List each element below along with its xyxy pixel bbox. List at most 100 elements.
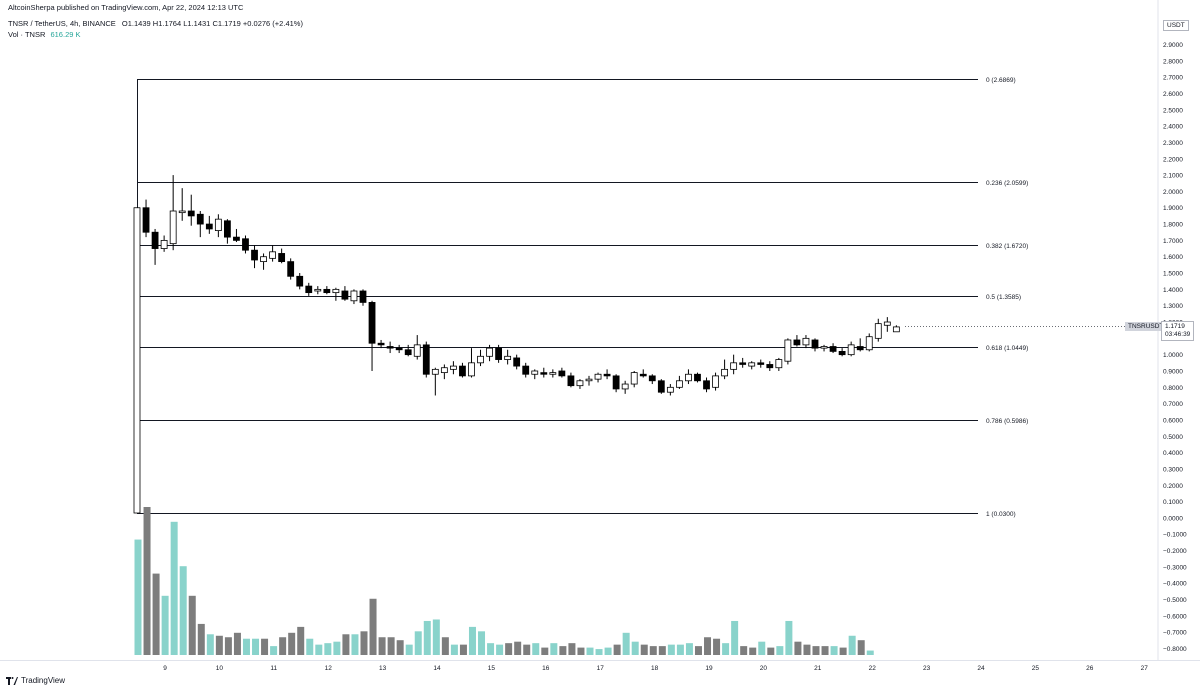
symbol-label[interactable]: TNSR / TetherUS, 4h, BINANCE	[8, 19, 116, 28]
volume-bar	[441, 637, 449, 655]
fib-level-label: 0 (2.6869)	[986, 77, 1016, 84]
candle-body	[865, 336, 873, 351]
candle-body	[630, 372, 638, 385]
volume-bar	[713, 638, 721, 655]
high-value: H1.1764	[152, 19, 182, 28]
volume-bar	[270, 646, 278, 655]
volume-bar	[179, 566, 187, 655]
volume-bar	[631, 641, 639, 655]
candle-body	[621, 383, 629, 390]
price-tick-label: −0.1000	[1163, 532, 1187, 539]
price-tick-label: 1.0000	[1163, 352, 1183, 359]
candle-body	[648, 375, 656, 382]
candle-body	[847, 344, 855, 356]
volume-bar	[622, 632, 630, 655]
time-tick-label: 10	[216, 665, 224, 672]
volume-bar	[233, 632, 241, 655]
candle-body	[314, 288, 322, 292]
volume-bar	[134, 539, 142, 655]
time-tick-label: 19	[705, 665, 713, 672]
volume-bar	[432, 619, 440, 655]
candle-body	[477, 355, 484, 364]
volume-bar	[378, 637, 386, 655]
price-tick-label: 1.4000	[1163, 287, 1183, 294]
volume-value: 616.29 K	[50, 30, 81, 39]
volume-bar	[396, 640, 404, 655]
candle-body	[504, 355, 512, 360]
price-tick-label: 2.6000	[1163, 91, 1183, 98]
time-tick-label: 17	[597, 665, 605, 672]
candle-body	[558, 370, 566, 377]
time-tick-label: 14	[433, 665, 441, 672]
fib-level-label: 0.236 (2.0599)	[986, 180, 1028, 187]
price-tick-label: 2.2000	[1163, 156, 1183, 163]
volume-bar	[604, 647, 612, 655]
candle-body	[495, 347, 503, 360]
currency-label[interactable]: USDT	[1163, 20, 1189, 31]
candle-body	[269, 251, 277, 259]
price-tick-label: 1.8000	[1163, 222, 1183, 229]
volume-bar	[478, 631, 486, 655]
candle-body	[350, 290, 358, 302]
candle-body	[730, 362, 738, 370]
price-tick-label: −0.6000	[1163, 613, 1187, 620]
volume-bar	[197, 623, 205, 655]
volume-bar	[351, 634, 359, 655]
change-value: +0.0276 (+2.41%)	[242, 19, 303, 28]
volume-bar	[242, 638, 250, 655]
volume-bar	[794, 641, 802, 655]
price-tick-label: 1.7000	[1163, 238, 1183, 245]
candle-body	[468, 362, 475, 377]
volume-bar	[704, 637, 712, 655]
time-tick-label: 12	[325, 665, 333, 672]
volume-bar	[414, 631, 422, 655]
candle-body	[549, 372, 557, 375]
price-tick-label: 2.0000	[1163, 189, 1183, 196]
candle-body	[685, 373, 692, 382]
candle-body	[585, 378, 593, 382]
price-tick-label: 0.1000	[1163, 499, 1183, 506]
volume-bar	[559, 646, 567, 655]
price-tick-label: 0.9000	[1163, 368, 1183, 375]
volume-bar	[505, 643, 513, 655]
candle-body	[513, 357, 521, 367]
volume-bar	[487, 643, 495, 655]
candle-body	[296, 275, 304, 287]
price-tick-label: 0.7000	[1163, 401, 1183, 408]
volume-bar	[360, 631, 368, 655]
time-tick-label: 11	[270, 665, 277, 672]
candle-body	[341, 290, 349, 300]
candle-body	[522, 365, 530, 375]
fib-level-label: 0.5 (1.3585)	[986, 294, 1021, 301]
candle-body	[576, 380, 584, 387]
volume-bar	[640, 644, 648, 655]
candle-body	[856, 346, 864, 351]
volume-bar	[577, 647, 585, 655]
candle-body	[413, 344, 421, 357]
volume-bar	[514, 641, 522, 655]
volume-bar	[143, 507, 151, 655]
volume-bar	[450, 644, 458, 655]
tradingview-footer[interactable]: TradingView	[6, 676, 65, 685]
candle-body	[169, 210, 177, 245]
candle-body	[251, 249, 258, 261]
volume-bar	[152, 573, 160, 655]
fib-level-label: 1 (0.0300)	[986, 511, 1016, 518]
time-tick-label: 9	[163, 665, 167, 672]
candle-body	[594, 373, 602, 380]
volume-bar	[252, 638, 260, 655]
time-tick-label: 21	[814, 665, 822, 672]
candle-body	[829, 346, 837, 352]
fib-level-label: 0.786 (0.5986)	[986, 418, 1028, 425]
price-tick-label: −0.4000	[1163, 581, 1187, 588]
volume-label[interactable]: Vol · TNSR	[8, 30, 46, 39]
volume-bar	[667, 644, 675, 655]
volume-bar	[722, 643, 730, 655]
candle-body	[133, 207, 141, 514]
candle-body	[486, 347, 493, 357]
price-tick-label: 2.5000	[1163, 107, 1183, 114]
volume-bar	[731, 620, 739, 655]
candle-body	[603, 373, 611, 377]
candle-body	[142, 207, 150, 233]
